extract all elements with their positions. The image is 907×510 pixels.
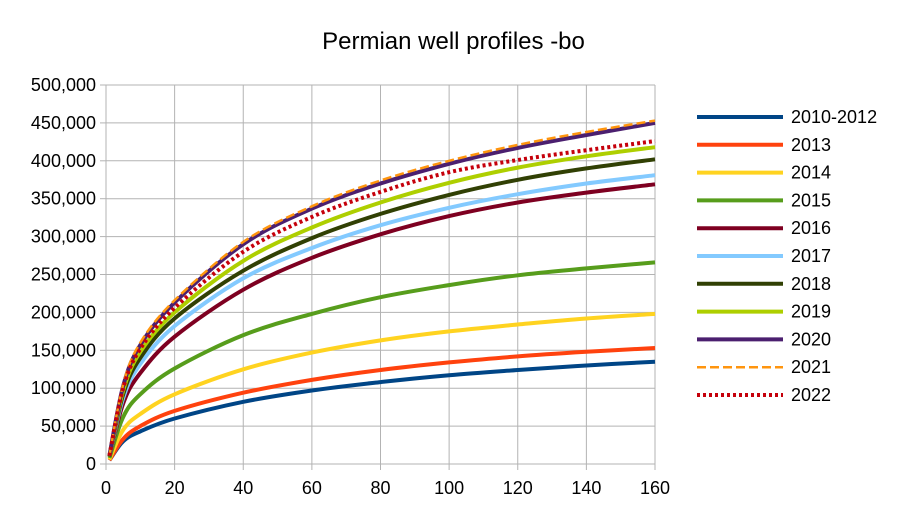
chart-title: Permian well profiles -bo: [322, 28, 585, 55]
grid: [105, 84, 656, 465]
series-line-2015: [107, 260, 656, 459]
x-tick-label: 80: [370, 478, 390, 498]
legend-label: 2010-2012: [791, 107, 877, 127]
legend: 2010-2012 2013 2014 2015 2016 2017 2018 2019 202…: [697, 107, 877, 405]
y-tick-label: 300,000: [31, 227, 96, 247]
x-tick-label: 100: [434, 478, 464, 498]
axes: 0 50,000 100,000 150,000 200,000 250,000 300,0…: [31, 75, 670, 498]
y-tick-label: 200,000: [31, 302, 96, 322]
legend-label: 2015: [791, 190, 831, 210]
series-line-2021: [108, 119, 656, 456]
series-line-2018: [107, 157, 656, 457]
x-tick-label: 160: [640, 478, 670, 498]
series-line-2017: [107, 173, 656, 457]
x-tick-label: 60: [302, 478, 322, 498]
series-line-2022: [107, 139, 656, 457]
y-tick-label: 450,000: [31, 113, 96, 133]
y-tick-label: 400,000: [31, 151, 96, 171]
y-tick-label: 100,000: [31, 378, 96, 398]
series-line-2014: [107, 311, 656, 461]
y-tick-label: 0: [86, 454, 96, 474]
legend-label: 2019: [791, 302, 831, 322]
legend-label: 2018: [791, 274, 831, 294]
legend-label: 2022: [791, 385, 831, 405]
x-tick-label: 40: [233, 478, 253, 498]
legend-label: 2017: [791, 246, 831, 266]
x-tick-label: 20: [165, 478, 185, 498]
legend-label: 2016: [791, 218, 831, 238]
legend-label: 2021: [791, 357, 831, 377]
series-line-2016: [107, 182, 656, 457]
y-tick-label: 150,000: [31, 340, 96, 360]
legend-label: 2020: [791, 329, 831, 349]
series-line-2010-2012: [107, 359, 656, 462]
y-tick-label: 250,000: [31, 265, 96, 285]
y-tick-label: 350,000: [31, 189, 96, 209]
legend-label: 2014: [791, 163, 831, 183]
y-tick-label: 500,000: [31, 75, 96, 95]
x-tick-label: 0: [101, 478, 111, 498]
series-line-2019: [107, 145, 656, 457]
series-line-2013: [107, 346, 656, 462]
legend-label: 2013: [791, 135, 831, 155]
x-tick-label: 140: [571, 478, 601, 498]
series-layer: [107, 119, 656, 462]
x-tick-label: 120: [503, 478, 533, 498]
y-tick-label: 50,000: [41, 416, 96, 436]
